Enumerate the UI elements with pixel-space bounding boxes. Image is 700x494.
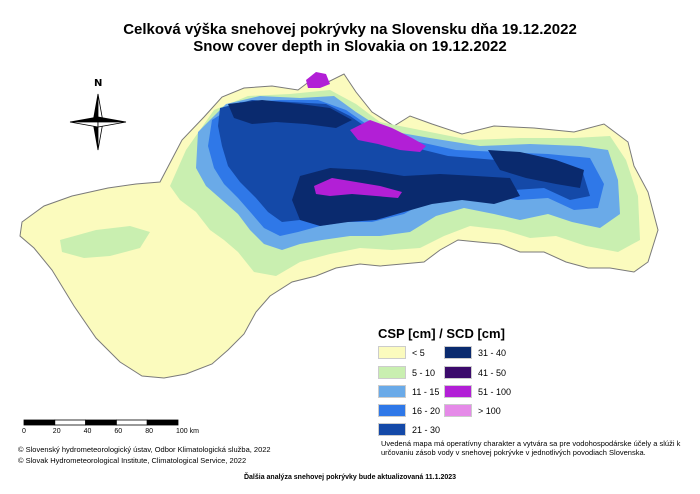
legend-item: 41 - 50	[444, 366, 506, 379]
snow-zone-31-40-east	[488, 150, 584, 188]
next-update-footer: Ďalšia analýza snehovej pokrývky bude ak…	[243, 474, 457, 481]
legend-item: 51 - 100	[444, 385, 511, 398]
credit-en: © Slovak Hydrometeorological Institute, …	[18, 456, 247, 465]
legend-swatch	[444, 346, 472, 359]
scale-tick-label: 60	[114, 428, 123, 435]
map-title-en: Snow cover depth in Slovakia on 19.12.20…	[193, 38, 507, 55]
scale-tick-label: 20	[52, 428, 61, 435]
scale-tick-label: 40	[83, 428, 92, 435]
compass-north-label: N	[94, 78, 103, 89]
legend-swatch	[378, 385, 406, 398]
legend-swatch	[378, 366, 406, 379]
legend-label: 31 - 40	[478, 347, 507, 358]
legend-swatch	[378, 346, 406, 359]
legend-swatch	[378, 404, 406, 417]
legend-swatch	[444, 385, 472, 398]
credit-sk: © Slovenský hydrometeorologický ústav, O…	[18, 445, 271, 454]
scale-tick-label: 80	[145, 428, 153, 435]
north-arrow-icon	[69, 93, 127, 151]
snow-zone-31-40-north	[228, 100, 352, 128]
usage-note: Uvedená mapa má operatívny charakter a v…	[381, 439, 681, 457]
legend-label: 51 - 100	[478, 386, 512, 397]
map-title-sk: Celková výška snehovej pokrývky na Slove…	[123, 21, 577, 38]
legend-swatch	[444, 404, 472, 417]
legend-swatch	[444, 366, 472, 379]
legend-label: 11 - 15	[412, 386, 440, 397]
scale-tick-label: 0	[22, 428, 26, 435]
legend-title: CSP [cm] / SCD [cm]	[378, 326, 505, 341]
legend-label: 5 - 10	[412, 367, 436, 378]
legend-label: 41 - 50	[478, 367, 507, 378]
legend-item: 31 - 40	[444, 346, 506, 359]
legend-item: > 100	[444, 404, 501, 417]
scale-tick-label: 100 km	[176, 428, 199, 435]
legend-label: > 100	[478, 405, 501, 416]
snow-zone-51-100-high-tatras	[350, 120, 426, 152]
legend-swatch	[378, 423, 406, 436]
legend-item: 5 - 10	[378, 366, 435, 379]
legend-label: 21 - 30	[412, 424, 441, 435]
snow-zone-51-100-low-tatras	[314, 178, 402, 198]
legend-item: 11 - 15	[378, 385, 439, 398]
legend-item: < 5	[378, 346, 425, 359]
legend-label: 16 - 20	[412, 405, 441, 416]
legend-label: < 5	[412, 347, 425, 358]
scale-bar	[23, 419, 179, 426]
snow-zone-5-10-west	[60, 226, 150, 258]
legend-item: 16 - 20	[378, 404, 440, 417]
snow-zone-51-100-orava	[306, 72, 330, 88]
legend-item: 21 - 30	[378, 423, 440, 436]
